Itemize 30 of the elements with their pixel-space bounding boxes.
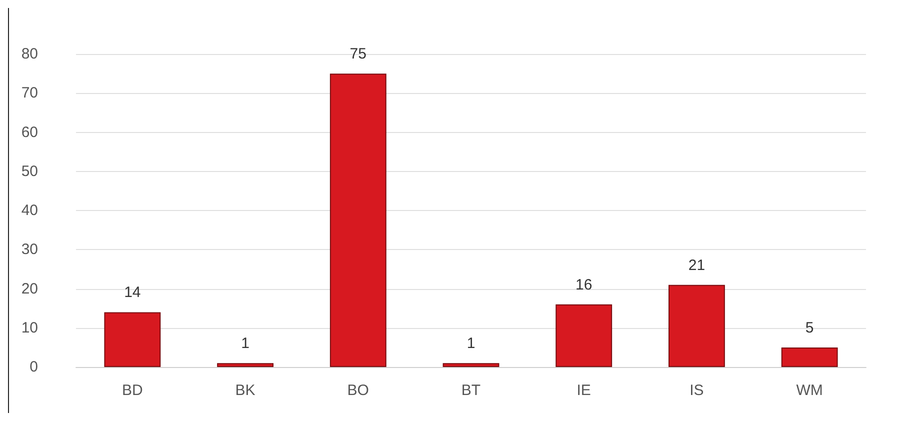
bar [442, 363, 500, 367]
y-tick-label: 40 [21, 202, 38, 219]
y-tick-label: 80 [21, 46, 38, 62]
bar [104, 312, 161, 367]
x-tick-label: BD [122, 382, 144, 399]
bar [556, 304, 612, 367]
y-tick-label: 70 [21, 84, 38, 102]
data-label: 1 [241, 335, 250, 352]
x-tick-label: BT [461, 382, 481, 399]
data-label: 16 [576, 276, 592, 294]
y-tick-label: 10 [21, 319, 38, 336]
data-label: 14 [124, 284, 141, 302]
data-label: 1 [466, 335, 476, 352]
data-label: 21 [688, 256, 706, 274]
y-tick-label: 30 [21, 241, 38, 258]
x-tick-label: IE [576, 382, 591, 399]
bar [217, 363, 274, 367]
data-label: 75 [350, 46, 366, 63]
bar [330, 74, 386, 367]
y-tick-label: 60 [21, 124, 38, 141]
data-label: 5 [805, 319, 814, 336]
y-tick-label: 0 [30, 358, 38, 376]
bar [668, 284, 725, 367]
x-tick-label: BO [347, 382, 369, 399]
y-tick-label: 20 [21, 280, 38, 298]
x-tick-label: IS [690, 382, 704, 399]
x-tick-label: WM [796, 382, 823, 399]
x-tick-label: BK [235, 382, 256, 399]
bar [781, 347, 838, 367]
y-tick-label: 50 [21, 162, 38, 180]
